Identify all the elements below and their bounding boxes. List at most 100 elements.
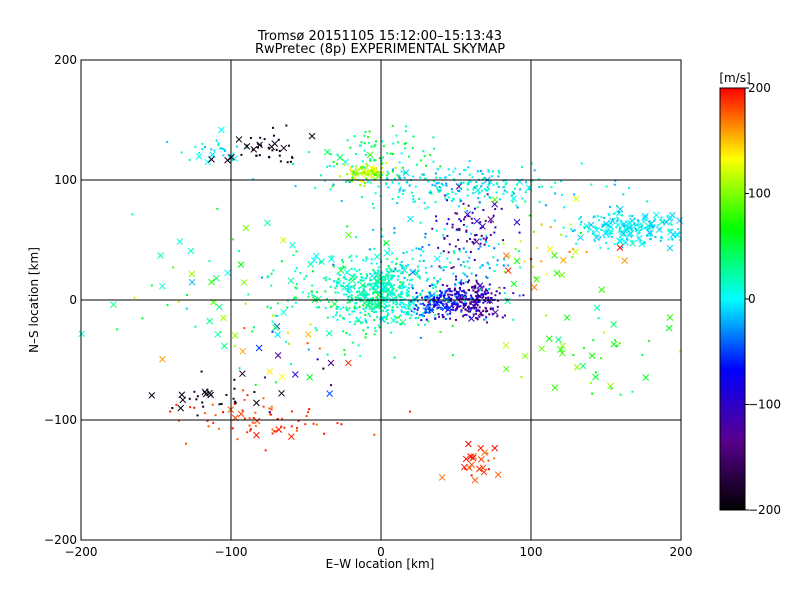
data-point-dot bbox=[311, 293, 314, 296]
data-point-dot bbox=[487, 468, 490, 471]
data-point-dot bbox=[403, 176, 406, 179]
data-point-dot bbox=[472, 313, 475, 316]
data-point-cross bbox=[492, 309, 499, 316]
data-point-dot bbox=[388, 289, 391, 292]
data-point-dot bbox=[215, 139, 218, 142]
data-point-dot bbox=[448, 290, 451, 293]
data-point-dot bbox=[322, 367, 325, 370]
data-point-dot bbox=[358, 292, 361, 295]
data-point-dot bbox=[392, 168, 395, 171]
data-point-dot bbox=[497, 169, 500, 172]
data-point-dot bbox=[517, 250, 520, 253]
data-point-dot bbox=[458, 173, 461, 176]
data-point-dot bbox=[401, 166, 404, 169]
data-point-dot bbox=[483, 243, 486, 246]
data-point-dot bbox=[353, 268, 356, 271]
data-point-dot bbox=[444, 318, 447, 321]
data-point-dot bbox=[451, 191, 454, 194]
data-point-dot bbox=[294, 185, 297, 188]
data-point-dot bbox=[476, 294, 479, 297]
data-point-dot bbox=[383, 278, 386, 281]
data-point-dot bbox=[356, 171, 359, 174]
data-point-cross bbox=[312, 252, 320, 260]
data-point-dot bbox=[512, 192, 515, 195]
data-point-dot bbox=[414, 317, 417, 320]
data-point-cross bbox=[204, 158, 212, 166]
data-point-dot bbox=[396, 202, 399, 205]
data-point-dot bbox=[345, 180, 348, 183]
data-point-cross bbox=[602, 229, 609, 237]
data-point-dot bbox=[489, 308, 492, 311]
data-point-dot bbox=[374, 272, 377, 275]
data-point-dot bbox=[679, 350, 682, 353]
data-point-dot bbox=[398, 188, 401, 191]
data-point-dot bbox=[436, 307, 439, 310]
data-point-dot bbox=[246, 431, 249, 434]
data-point-dot bbox=[343, 353, 346, 356]
data-point-dot bbox=[193, 406, 196, 409]
x-tick-label: 200 bbox=[670, 545, 693, 559]
data-point-dot bbox=[306, 342, 309, 345]
data-point-dot bbox=[466, 188, 469, 191]
data-point-dot bbox=[307, 295, 310, 298]
data-point-dot bbox=[275, 429, 278, 432]
data-point-dot bbox=[347, 285, 350, 288]
data-point-dot bbox=[459, 264, 462, 267]
data-point-dot bbox=[372, 206, 375, 209]
data-point-dot bbox=[475, 295, 478, 298]
data-point-dot bbox=[485, 234, 488, 237]
data-point-dot bbox=[480, 234, 483, 237]
data-point-dot bbox=[469, 310, 472, 313]
data-point-dot bbox=[397, 196, 400, 199]
data-point-dot bbox=[369, 305, 372, 308]
data-point-dot bbox=[390, 284, 393, 287]
data-point-dot bbox=[360, 276, 363, 279]
data-point-dot bbox=[463, 305, 466, 308]
data-point-dot bbox=[410, 314, 413, 317]
data-point-dot bbox=[368, 283, 371, 286]
data-point-dot bbox=[447, 306, 450, 309]
data-point-cross bbox=[331, 300, 338, 308]
data-point-dot bbox=[457, 294, 460, 297]
data-point-dot bbox=[400, 306, 403, 309]
data-point-cross bbox=[479, 222, 486, 230]
data-point-dot bbox=[342, 306, 345, 309]
data-point-dot bbox=[249, 428, 252, 431]
data-point-dot bbox=[195, 398, 198, 401]
data-point-cross bbox=[274, 331, 281, 338]
data-point-dot bbox=[464, 304, 467, 307]
data-point-dot bbox=[373, 287, 376, 290]
data-point-dot bbox=[636, 228, 639, 231]
data-point-dot bbox=[388, 304, 391, 307]
data-point-dot bbox=[487, 170, 490, 173]
data-point-dot bbox=[393, 177, 396, 180]
data-point-dot bbox=[336, 162, 339, 165]
data-point-dot bbox=[436, 294, 439, 297]
data-point-dot bbox=[413, 200, 416, 203]
data-point-dot bbox=[252, 178, 255, 181]
data-point-dot bbox=[394, 166, 397, 169]
data-point-dot bbox=[345, 306, 348, 309]
data-point-dot bbox=[442, 303, 445, 306]
data-point-cross bbox=[433, 299, 441, 307]
data-point-dot bbox=[370, 307, 373, 310]
data-point-dot bbox=[385, 299, 388, 302]
data-point-cross bbox=[242, 224, 250, 232]
data-point-dot bbox=[416, 308, 419, 311]
data-point-dot bbox=[253, 391, 256, 394]
data-point-dot bbox=[417, 323, 420, 326]
data-point-dot bbox=[337, 306, 340, 309]
data-point-dot bbox=[271, 428, 274, 431]
data-point-dot bbox=[408, 184, 411, 187]
data-point-dot bbox=[446, 199, 449, 202]
data-point-dot bbox=[467, 305, 470, 308]
data-point-dot bbox=[363, 171, 366, 174]
data-point-dot bbox=[401, 292, 404, 295]
data-point-dot bbox=[395, 263, 398, 266]
data-point-dot bbox=[353, 323, 356, 326]
data-point-cross bbox=[250, 145, 258, 153]
data-point-dot bbox=[402, 252, 405, 255]
data-point-dot bbox=[492, 214, 495, 217]
data-point-dot bbox=[443, 266, 446, 269]
data-point-cross bbox=[558, 271, 566, 279]
